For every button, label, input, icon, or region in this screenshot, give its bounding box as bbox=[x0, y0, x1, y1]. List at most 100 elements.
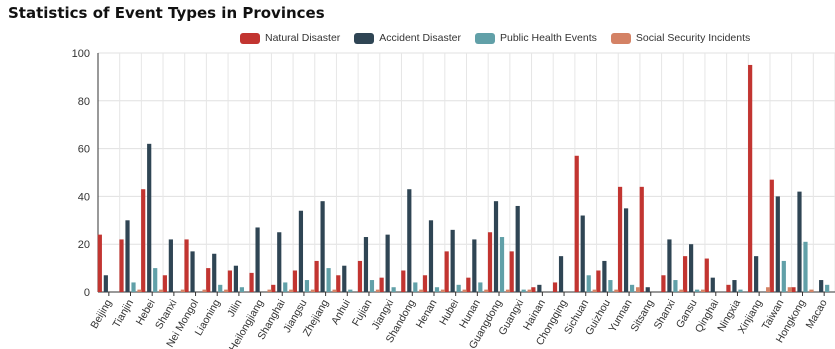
y-tick-label: 100 bbox=[72, 48, 90, 60]
legend-item[interactable]: Social Security Incidents bbox=[610, 32, 751, 44]
bar bbox=[472, 239, 477, 292]
legend-item[interactable]: Accident Disaster bbox=[354, 32, 461, 44]
bar bbox=[781, 260, 786, 292]
bar bbox=[769, 179, 774, 292]
bar bbox=[233, 265, 238, 292]
bar bbox=[645, 287, 650, 292]
bar bbox=[125, 220, 130, 292]
bar bbox=[754, 256, 759, 292]
bar bbox=[466, 277, 471, 292]
legend-swatch bbox=[354, 32, 375, 44]
bar bbox=[239, 287, 244, 292]
x-tick-label: Beijing bbox=[88, 297, 114, 330]
bar bbox=[168, 239, 173, 292]
bar bbox=[304, 280, 310, 292]
bar bbox=[689, 244, 694, 292]
bar bbox=[391, 287, 396, 292]
bar bbox=[623, 208, 629, 292]
legend-item[interactable]: Public Health Events bbox=[474, 32, 597, 44]
x-tick-label: Macao bbox=[804, 297, 830, 330]
bar bbox=[825, 284, 830, 292]
bar bbox=[726, 284, 731, 292]
bar bbox=[277, 232, 282, 292]
bar bbox=[661, 275, 666, 292]
bar bbox=[212, 253, 217, 292]
bar bbox=[271, 284, 276, 292]
bar bbox=[184, 239, 189, 292]
bar bbox=[701, 289, 706, 292]
bar bbox=[103, 275, 108, 292]
legend-label: Natural Disaster bbox=[265, 32, 341, 44]
bar bbox=[267, 289, 272, 292]
bar bbox=[218, 284, 223, 292]
bar bbox=[558, 256, 564, 292]
bar bbox=[673, 280, 678, 292]
bar bbox=[202, 289, 207, 292]
bar bbox=[131, 282, 136, 292]
bar bbox=[462, 289, 467, 292]
x-tick-label: Jilin bbox=[225, 297, 245, 319]
bar bbox=[206, 268, 211, 292]
bar bbox=[732, 280, 737, 292]
bar bbox=[493, 201, 499, 292]
legend-label: Public Health Events bbox=[499, 32, 597, 44]
bar bbox=[487, 232, 493, 292]
legend-swatch bbox=[474, 32, 495, 44]
bar bbox=[407, 189, 412, 292]
bar bbox=[527, 289, 532, 292]
bar bbox=[336, 275, 341, 292]
bar bbox=[596, 270, 601, 292]
bar bbox=[227, 270, 232, 292]
bar bbox=[748, 64, 753, 292]
bar bbox=[422, 275, 428, 292]
legend-swatch bbox=[610, 32, 631, 44]
bar bbox=[639, 186, 644, 292]
bar bbox=[283, 282, 288, 292]
bar bbox=[147, 143, 152, 292]
bar bbox=[695, 289, 700, 292]
y-tick-label: 0 bbox=[84, 287, 90, 299]
bar bbox=[190, 251, 195, 292]
bar bbox=[249, 272, 254, 292]
bar bbox=[159, 289, 164, 292]
bar bbox=[478, 282, 483, 292]
bar bbox=[552, 282, 558, 292]
bar bbox=[456, 284, 461, 292]
legend-label: Accident Disaster bbox=[379, 32, 461, 44]
bar bbox=[515, 205, 520, 292]
bar bbox=[292, 270, 298, 292]
bar bbox=[679, 289, 684, 292]
bar bbox=[348, 289, 353, 292]
bar bbox=[141, 189, 146, 292]
bar bbox=[289, 289, 294, 292]
bar bbox=[450, 229, 455, 292]
bar bbox=[224, 289, 229, 292]
legend-item[interactable]: Natural Disaster bbox=[240, 32, 340, 44]
bar bbox=[574, 155, 579, 292]
x-tick-label: Tianjin bbox=[110, 297, 136, 330]
bar bbox=[255, 227, 260, 292]
bar bbox=[819, 280, 824, 292]
bar bbox=[434, 287, 440, 292]
bar bbox=[137, 289, 142, 292]
bar bbox=[440, 289, 446, 292]
bar bbox=[531, 287, 536, 292]
legend-swatch bbox=[240, 32, 260, 44]
legend-label: Social Security Incidents bbox=[635, 32, 751, 44]
bar bbox=[803, 241, 808, 292]
bar bbox=[385, 234, 390, 292]
bar bbox=[608, 280, 613, 292]
bar bbox=[97, 234, 102, 292]
bar bbox=[683, 256, 688, 292]
y-tick-label: 40 bbox=[78, 191, 90, 203]
bar bbox=[379, 277, 384, 292]
bar bbox=[667, 239, 672, 292]
bar bbox=[629, 284, 635, 292]
bar bbox=[419, 289, 424, 292]
bar bbox=[509, 251, 514, 292]
bar bbox=[369, 280, 375, 292]
bar bbox=[310, 289, 316, 292]
legend[interactable]: Natural Disaster Accident Disaster Public … bbox=[240, 32, 750, 44]
